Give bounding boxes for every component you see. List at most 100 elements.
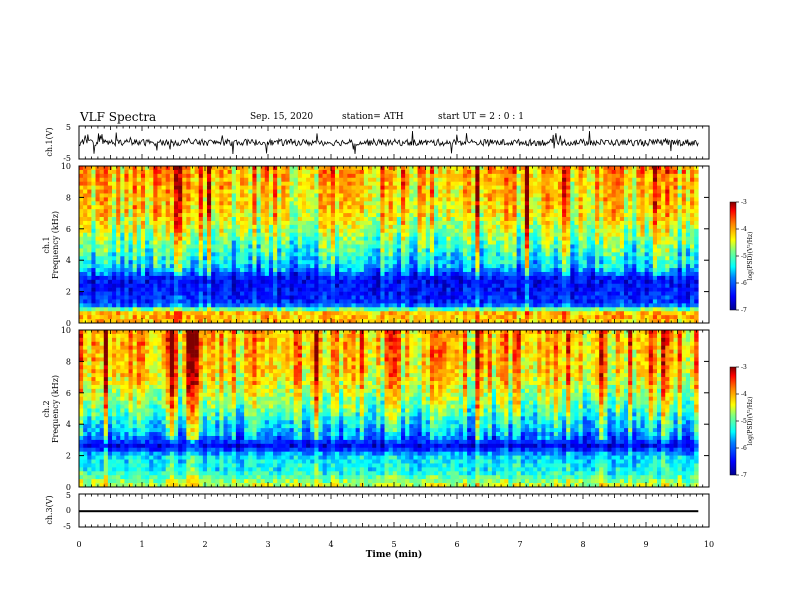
spectrogram-cell <box>648 228 654 234</box>
spectrogram-cell <box>314 271 319 277</box>
spectrogram-cell <box>661 236 666 241</box>
spectrogram-cell <box>83 189 88 194</box>
spectrogram-cell <box>91 248 96 253</box>
spectrogram-cell <box>640 209 645 214</box>
spectrogram-cell <box>529 268 534 273</box>
spectrogram-cell <box>343 217 348 222</box>
spectrogram-cell <box>153 291 158 296</box>
spectrogram-cell <box>520 228 526 234</box>
spectrogram-cell <box>248 232 253 237</box>
spectrogram-cell <box>145 197 150 202</box>
spectrogram-cell <box>500 291 505 296</box>
spectrogram-cell <box>140 169 146 175</box>
spectrogram-cell <box>545 268 550 273</box>
spectrogram-cell <box>223 283 228 288</box>
spectrogram-cell <box>442 268 447 273</box>
spectrogram-cell <box>665 287 670 292</box>
spectrogram-cell <box>619 279 625 285</box>
spectrogram-cell <box>454 271 460 277</box>
spectrogram-cell <box>149 232 154 237</box>
spectrogram-cell <box>685 220 691 226</box>
spectrogram-cell <box>384 232 389 237</box>
spectrogram-cell <box>215 209 220 214</box>
spectrogram-cell <box>578 291 583 296</box>
spectrogram-cell <box>103 220 109 226</box>
spectrogram-cell <box>169 228 175 234</box>
spectrogram-cell <box>384 189 389 194</box>
spectrogram-cell <box>438 248 443 253</box>
spectrogram-cell <box>582 240 588 245</box>
spectrogram-cell <box>157 166 162 171</box>
spectrogram-cell <box>586 173 592 179</box>
spectrogram-cell <box>169 224 175 230</box>
spectrogram-cell <box>471 213 476 218</box>
spectrogram-cell <box>124 166 129 171</box>
spectrogram-cell <box>450 244 455 249</box>
spectrogram-cell <box>289 220 294 226</box>
spectrogram-cell <box>339 275 344 281</box>
spectrogram-cell <box>186 189 191 194</box>
spectrogram-cell <box>462 224 468 230</box>
spectrogram-cell <box>681 264 687 269</box>
spectrogram-cell <box>149 193 154 198</box>
spectrogram-cell <box>512 271 517 277</box>
spectrogram-cell <box>277 228 282 234</box>
spectrogram-cell <box>640 217 645 222</box>
spectrogram-cell <box>190 271 195 277</box>
spectrogram-cell <box>504 228 509 234</box>
spectrogram-cell <box>281 205 286 210</box>
spectrogram-cell <box>99 220 105 226</box>
spectrogram-cell <box>91 209 96 214</box>
spectrogram-cell <box>632 260 637 265</box>
spectrogram-cell <box>87 271 92 277</box>
spectrogram-cell <box>322 169 328 175</box>
spectrogram-cell <box>611 256 617 261</box>
spectrogram-cell <box>636 271 641 277</box>
spectrogram-cell <box>462 193 468 198</box>
spectrogram-cell <box>685 283 691 288</box>
spectrogram-cell <box>273 252 278 257</box>
spectrogram-cell <box>442 209 447 214</box>
spectrogram-cell <box>475 173 480 179</box>
spectrogram-cell <box>619 173 625 179</box>
spectrogram-cell <box>116 232 121 237</box>
spectrogram-cell <box>149 252 154 257</box>
spectrogram-cell <box>206 244 212 249</box>
spectrogram-cell <box>690 279 695 285</box>
spectrogram-cell <box>91 291 96 296</box>
spectrogram-cell <box>157 197 162 202</box>
spectrogram-cell <box>549 185 555 190</box>
spectrogram-cell <box>611 252 617 257</box>
spectrogram-cell <box>533 287 538 292</box>
spectrogram-cell <box>640 232 645 237</box>
spectrogram-cell <box>623 283 629 288</box>
spectrogram-cell <box>182 201 187 206</box>
spectrogram-cell <box>537 244 542 249</box>
spectrogram-cell <box>434 197 439 202</box>
spectrogram-cell <box>570 169 575 175</box>
spectrogram-cell <box>95 236 100 241</box>
spectrogram-cell <box>454 283 460 288</box>
spectrogram-cell <box>669 189 674 194</box>
spectrogram-cell <box>182 169 187 175</box>
spectrogram-cell <box>512 173 517 179</box>
spectrogram-cell <box>83 185 88 190</box>
spectrogram-cell <box>553 185 559 190</box>
spectrogram-cell <box>512 236 517 241</box>
spectrogram-cell <box>87 205 92 210</box>
spectrogram-cell <box>665 264 670 269</box>
spectrogram-cell <box>268 256 274 261</box>
spectrogram-cell <box>91 205 96 210</box>
spectrogram-cell <box>107 193 113 198</box>
spectrogram-cell <box>413 193 418 198</box>
spectrogram-cell <box>640 177 645 182</box>
spectrogram-cell <box>417 287 422 292</box>
spectrogram-cell <box>504 279 509 285</box>
spectrogram-cell <box>240 209 245 214</box>
spectrogram-cell <box>685 166 691 171</box>
spectrogram-cell <box>297 240 303 245</box>
spectrogram-cell <box>244 228 249 234</box>
spectrogram-cell <box>512 193 517 198</box>
spectrogram-cell <box>314 193 319 198</box>
spectrogram-cell <box>202 228 208 234</box>
